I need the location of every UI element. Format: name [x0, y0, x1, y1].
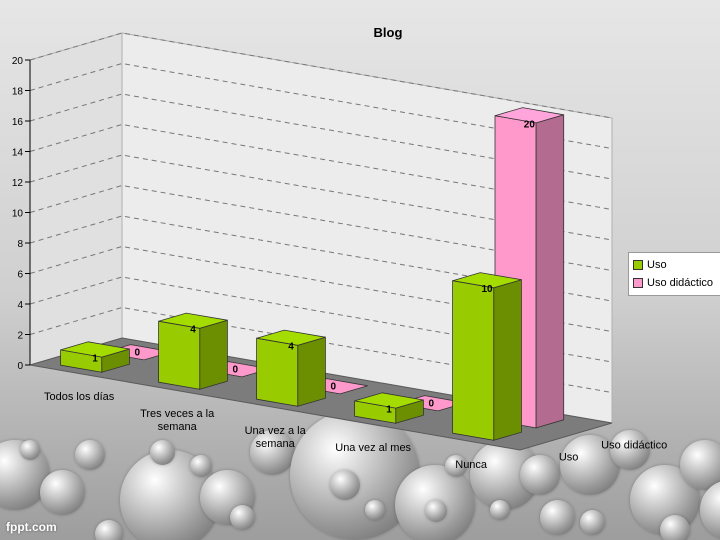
- legend-item-uso-didactico: Uso didáctico: [633, 274, 720, 292]
- gridlines: [29, 32, 613, 393]
- y-tick-label: 10: [12, 209, 24, 220]
- data-label: 4: [288, 342, 294, 353]
- bar-uso-2-top: [256, 329, 326, 346]
- bar-uso-didactico-4-top: [494, 107, 564, 124]
- data-label: 0: [135, 347, 141, 358]
- bar-uso-3: 1: [354, 392, 424, 424]
- bar-uso-didactico-4-side: [535, 114, 565, 429]
- legend: Uso Uso didáctico: [628, 252, 720, 296]
- y-tick-label: 4: [17, 300, 23, 311]
- y-axis: 0 2 4 6 8 10 12 14 16 18 20: [12, 56, 31, 372]
- watermark: fppt.com: [6, 520, 57, 534]
- x-tick-label: Una vez al mes: [335, 442, 411, 454]
- data-label: 0: [429, 398, 435, 409]
- chart-title: Blog: [374, 25, 403, 40]
- bars: 0 0 0 0 20 1 4 4 1 10: [60, 107, 565, 441]
- y-tick-label: 8: [17, 239, 23, 250]
- legend-label-uso: Uso: [647, 259, 667, 271]
- data-label: 1: [92, 353, 98, 364]
- depth-tick-label: Uso: [559, 452, 579, 464]
- gridline: [29, 215, 613, 302]
- bar-uso-4: 10: [452, 272, 522, 441]
- y-tick-label: 16: [12, 117, 24, 128]
- gridline: [29, 154, 613, 241]
- data-label: 1: [386, 404, 392, 415]
- data-label: 10: [481, 284, 493, 295]
- y-tick-label: 20: [12, 56, 24, 67]
- bar-uso-4-front: [452, 280, 495, 441]
- bar-uso-2-side: [297, 336, 326, 407]
- depth-axis-labels: Uso didáctico Uso: [559, 439, 667, 463]
- gridline: [29, 62, 613, 149]
- legend-label-uso-didactico: Uso didáctico: [647, 277, 714, 289]
- gridline: [29, 93, 613, 180]
- y-tick-label: 12: [12, 178, 24, 189]
- legend-swatch-uso-didactico: [633, 278, 643, 288]
- x-tick-label: Tres veces a la semana: [140, 408, 215, 433]
- bar-uso-1-top: [158, 312, 228, 329]
- bar-uso-1-side: [199, 319, 228, 390]
- bar-uso-3-top: [354, 392, 424, 409]
- gridline: [29, 184, 613, 271]
- bar-uso-4-top: [452, 272, 522, 289]
- y-tick-label: 6: [17, 270, 23, 281]
- y-tick-label: 14: [12, 148, 24, 159]
- gridline: [29, 276, 613, 363]
- y-tick-label: 0: [17, 361, 23, 372]
- bar-uso-2: 4: [256, 329, 326, 407]
- bar-uso-4-side: [493, 279, 522, 441]
- legend-item-uso: Uso: [633, 256, 720, 274]
- data-label: 4: [190, 325, 196, 336]
- y-tick-label: 2: [17, 331, 23, 342]
- bar-uso-1: 4: [158, 312, 228, 390]
- data-label: 0: [233, 364, 239, 375]
- data-label: 0: [331, 381, 337, 392]
- x-tick-label: Todos los días: [44, 391, 115, 403]
- x-tick-label: Una vez a la semana: [245, 425, 307, 450]
- gridline: [29, 123, 613, 210]
- y-tick-label: 18: [12, 87, 24, 98]
- data-label: 20: [524, 119, 536, 130]
- gridline: [29, 306, 613, 393]
- bar-uso-0: 1: [60, 341, 130, 373]
- x-tick-label: Nunca: [455, 459, 488, 471]
- legend-swatch-uso: [633, 260, 643, 270]
- bar-uso-0-top: [60, 341, 130, 358]
- gridline: [29, 245, 613, 332]
- depth-tick-label: Uso didáctico: [601, 439, 667, 451]
- x-axis-labels: Todos los días Tres veces a la semana Una v…: [44, 391, 488, 471]
- gridline: [29, 32, 613, 119]
